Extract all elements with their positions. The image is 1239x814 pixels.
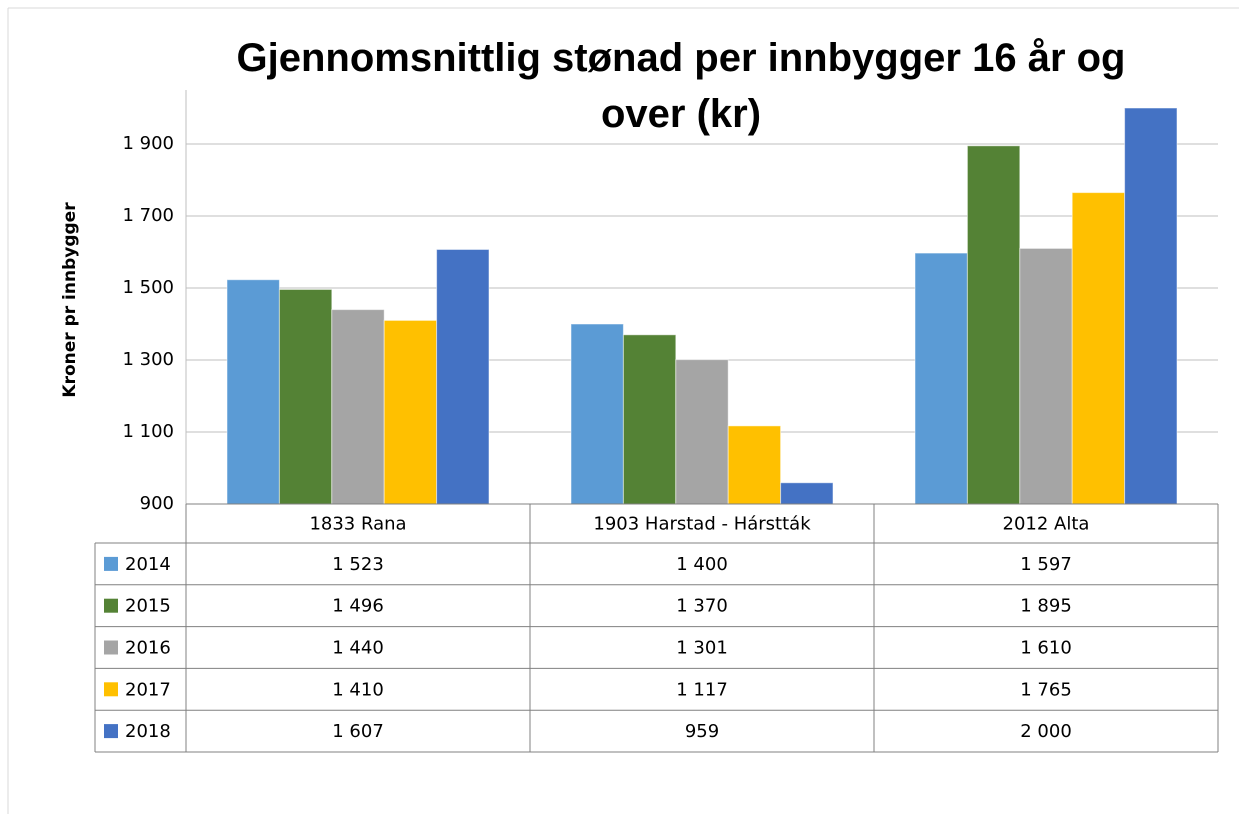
- y-tick-label: 1 900: [122, 133, 174, 154]
- y-axis-label: Kroner pr innbygger: [60, 202, 80, 398]
- bar: [675, 359, 729, 505]
- x-tick-label: 1833 Rana: [309, 514, 406, 535]
- legend-swatch: [104, 724, 118, 739]
- x-tick-label: 2012 Alta: [1003, 514, 1090, 535]
- table-value: 959: [685, 721, 719, 742]
- y-tick-label: 1 300: [122, 349, 174, 370]
- bar: [1124, 107, 1178, 505]
- bar: [383, 319, 438, 505]
- legend-label: 2017: [125, 679, 171, 700]
- bar: [914, 252, 968, 505]
- table-value: 1 597: [1020, 554, 1072, 575]
- bar: [780, 482, 834, 505]
- legend-swatch: [104, 640, 118, 655]
- bar: [1071, 192, 1126, 505]
- table-value: 1 370: [676, 596, 728, 617]
- legend-label: 2018: [125, 721, 171, 742]
- table-value: 1 440: [332, 638, 384, 659]
- legend-swatch: [104, 556, 118, 571]
- table-value: 1 410: [332, 679, 384, 700]
- bar: [436, 248, 490, 505]
- chart-title: Gjennomsnittlig stønad per innbygger 16 …: [236, 36, 1126, 136]
- y-tick-label: 900: [140, 493, 174, 514]
- bar: [622, 334, 677, 505]
- y-tick-label: 1 500: [122, 277, 174, 298]
- table-value: 1 607: [332, 721, 384, 742]
- bar: [226, 279, 280, 505]
- table-value: 1 523: [332, 554, 384, 575]
- table-value: 1 117: [676, 679, 728, 700]
- table-value: 1 496: [332, 596, 384, 617]
- x-tick-label: 1903 Harstad - Hárstták: [593, 514, 811, 535]
- table-value: 1 765: [1020, 679, 1072, 700]
- y-tick-label: 1 100: [122, 421, 174, 442]
- bar: [966, 145, 1021, 505]
- bar: [278, 288, 333, 505]
- legend-label: 2015: [125, 596, 171, 617]
- bar: [727, 425, 782, 505]
- legend-label: 2014: [125, 554, 171, 575]
- table-value: 1 610: [1020, 638, 1072, 659]
- bar: [331, 309, 385, 505]
- legend-swatch: [104, 682, 118, 697]
- legend-label: 2016: [125, 638, 171, 659]
- table-value: 2 000: [1020, 721, 1072, 742]
- table-value: 1 301: [676, 638, 728, 659]
- bar: [570, 323, 624, 505]
- table-value: 1 895: [1020, 596, 1072, 617]
- y-tick-label: 1 700: [122, 205, 174, 226]
- legend-swatch: [104, 598, 118, 613]
- table-value: 1 400: [676, 554, 728, 575]
- bar: [1019, 247, 1073, 505]
